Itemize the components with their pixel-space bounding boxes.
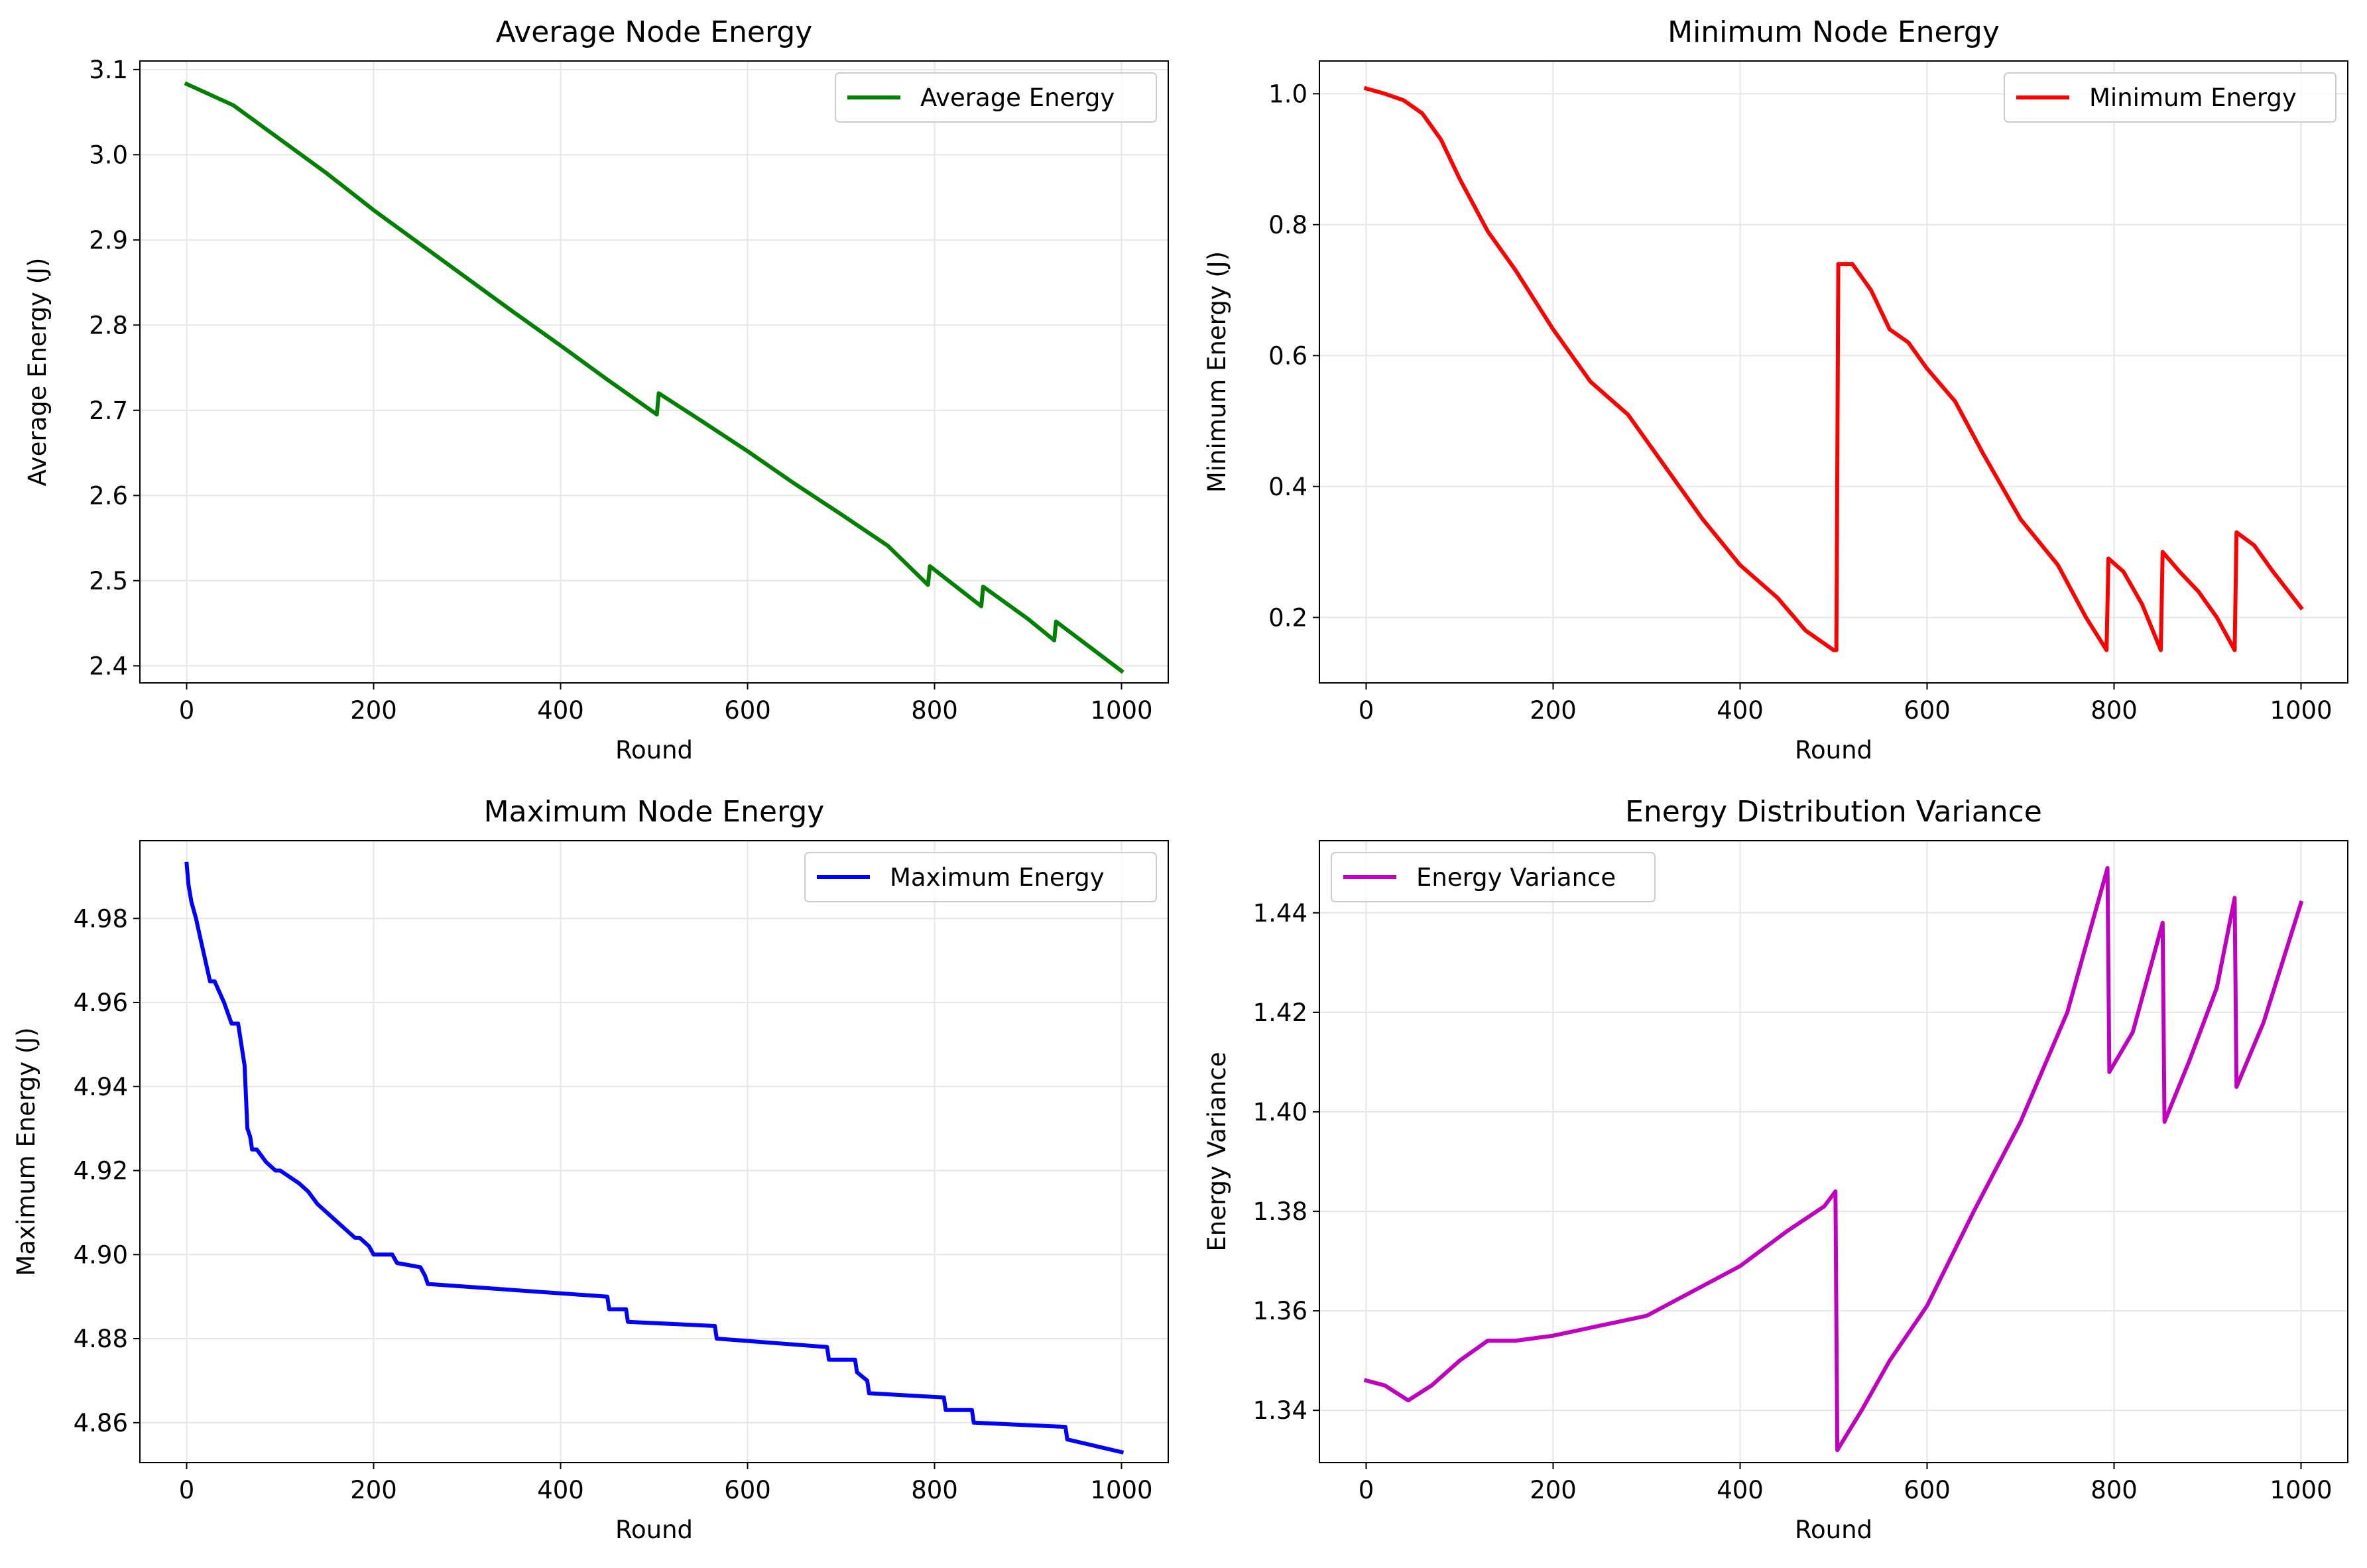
legend-frame: [835, 72, 1157, 123]
x-tick-label: 200: [1530, 696, 1577, 725]
y-tick-label: 4.98: [74, 904, 128, 933]
legend-label: Minimum Energy: [2089, 84, 2297, 112]
x-tick-label: 600: [724, 696, 771, 725]
x-tick-label: 400: [537, 1476, 584, 1504]
y-tick-label: 3.0: [89, 141, 128, 169]
x-tick-label: 1000: [1090, 1476, 1152, 1504]
legend: Average Energy: [835, 72, 1157, 123]
subplot-3: 0 200 400 600 800 1000 4.86 4.88 4.90 4.92 4.94 4.9…: [12, 795, 1169, 1544]
legend-frame: [2004, 72, 2337, 123]
x-tick-label: 0: [1359, 696, 1374, 725]
y-axis-label: Energy Variance: [1203, 1052, 1231, 1251]
chart-title: Maximum Node Energy: [484, 795, 825, 829]
series-line: [184, 81, 1124, 674]
x-tick-label: 0: [1359, 1476, 1374, 1504]
legend-frame: [804, 852, 1157, 902]
chart-title: Energy Distribution Variance: [1625, 795, 2042, 829]
x-tick-label: 200: [350, 1476, 397, 1504]
y-tick-label: 2.4: [89, 652, 128, 680]
axes-frame: [139, 60, 1169, 684]
x-axis-label: Round: [615, 736, 693, 764]
x-tick-label: 400: [1717, 696, 1764, 725]
legend-label: Average Energy: [920, 84, 1115, 112]
x-tick-label: 0: [179, 696, 195, 725]
y-tick-label: 4.88: [74, 1325, 128, 1353]
y-tick-label: 2.6: [89, 481, 128, 510]
y-tick-label: 2.5: [89, 567, 128, 595]
y-tick-label: 4.92: [74, 1157, 128, 1185]
x-axis-label: Round: [1795, 1516, 1872, 1544]
chart-title: Average Node Energy: [496, 15, 813, 49]
y-tick-label: 4.90: [74, 1240, 128, 1269]
y-tick-label: 1.44: [1253, 899, 1307, 928]
y-tick-label: 3.1: [89, 56, 128, 84]
y-tick-label: 1.40: [1253, 1098, 1307, 1126]
chart-title: Minimum Node Energy: [1668, 15, 2000, 49]
legend-label: Maximum Energy: [890, 863, 1105, 892]
x-tick-label: 1000: [1090, 696, 1152, 725]
x-tick-label: 400: [537, 696, 584, 725]
legend: Energy Variance: [1331, 852, 1656, 902]
x-tick-label: 800: [911, 1476, 958, 1504]
x-tick-label: 0: [179, 1476, 195, 1504]
x-tick-label: 600: [724, 1476, 771, 1504]
legend: Minimum Energy: [2004, 72, 2337, 123]
x-tick-label: 200: [1530, 1476, 1577, 1504]
y-axis-label: Maximum Energy (J): [12, 1027, 40, 1276]
x-tick-label: 800: [911, 696, 958, 725]
y-tick-label: 1.36: [1253, 1297, 1307, 1325]
subplot-2: 0 200 400 600 800 1000 0.2 0.4 0.6 0.8 1.0 Minimum …: [1203, 15, 2348, 764]
axes-frame: [1319, 840, 2348, 1463]
legend-frame: [1331, 852, 1656, 902]
series-line: [1363, 866, 2304, 1453]
y-tick-label: 2.8: [89, 311, 128, 339]
x-tick-label: 800: [2091, 1476, 2138, 1504]
y-tick-label: 4.86: [74, 1409, 128, 1437]
y-tick-label: 2.9: [89, 226, 128, 255]
y-axis-label: Average Energy (J): [23, 258, 52, 487]
x-tick-label: 800: [2091, 696, 2138, 725]
y-tick-label: 1.42: [1253, 998, 1307, 1027]
y-tick-label: 4.96: [74, 989, 128, 1017]
y-axis-label: Minimum Energy (J): [1203, 251, 1231, 493]
x-axis-label: Round: [1795, 736, 1872, 764]
axes-frame: [1319, 60, 2348, 684]
legend: Maximum Energy: [804, 852, 1157, 902]
y-tick-label: 1.38: [1253, 1197, 1307, 1226]
x-tick-label: 600: [1904, 696, 1951, 725]
x-axis-label: Round: [615, 1516, 693, 1544]
y-tick-label: 0.2: [1268, 603, 1307, 632]
y-tick-label: 0.8: [1268, 211, 1307, 239]
y-tick-label: 4.94: [74, 1073, 128, 1101]
axes-frame: [139, 840, 1169, 1463]
x-tick-label: 200: [350, 696, 397, 725]
y-tick-label: 1.34: [1253, 1396, 1307, 1425]
x-tick-label: 1000: [2270, 1476, 2332, 1504]
y-tick-label: 2.7: [89, 396, 128, 425]
subplot-4: 0 200 400 600 800 1000 1.34 1.36 1.38 1.40 1.42 1.4…: [1203, 795, 2348, 1544]
x-tick-label: 400: [1717, 1476, 1764, 1504]
subplot-1: 0 200 400 600 800 1000 2.4 2.5 2.6 2.7 2.8 2.9 3.0 3.…: [23, 15, 1169, 764]
legend-label: Energy Variance: [1416, 863, 1616, 892]
series-line: [1363, 86, 2304, 652]
y-tick-label: 1.0: [1268, 80, 1307, 108]
series-line: [184, 861, 1124, 1455]
y-tick-label: 0.6: [1268, 341, 1307, 370]
x-tick-label: 1000: [2270, 696, 2332, 725]
x-tick-label: 600: [1904, 1476, 1951, 1504]
y-tick-label: 0.4: [1268, 473, 1307, 501]
